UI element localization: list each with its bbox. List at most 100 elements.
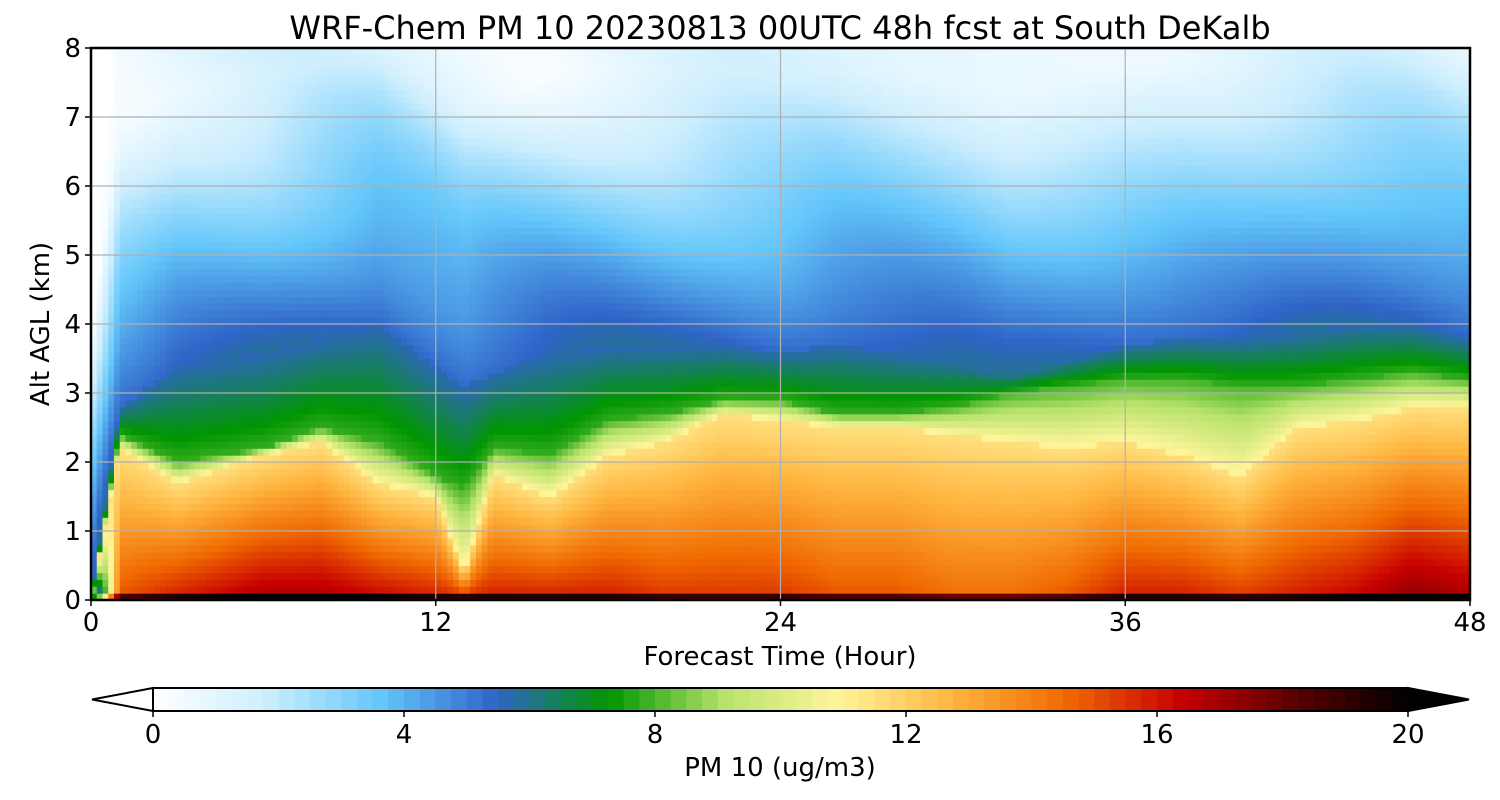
heatmap-cell [137, 152, 143, 160]
heatmap-cell [148, 428, 154, 436]
heatmap-cell [275, 55, 281, 63]
heatmap-cell [200, 283, 206, 291]
heatmap-cell [258, 103, 264, 111]
heatmap-cell [200, 138, 206, 146]
heatmap-cell [148, 131, 154, 139]
heatmap-cell [338, 186, 344, 194]
heatmap-cell [258, 55, 264, 63]
heatmap-cell [189, 434, 195, 442]
heatmap-cell [148, 221, 154, 229]
heatmap-cell [223, 517, 229, 525]
heatmap-cell [350, 462, 356, 470]
heatmap-cell [148, 490, 154, 498]
heatmap-cell [338, 234, 344, 242]
heatmap-cell [143, 241, 149, 249]
heatmap-cell [177, 400, 183, 408]
heatmap-cell [338, 345, 344, 353]
heatmap-cell [235, 303, 241, 311]
heatmap-cell [304, 372, 310, 380]
heatmap-cell [114, 186, 120, 194]
heatmap-cell [235, 331, 241, 339]
heatmap-cell [258, 158, 264, 166]
heatmap-cell [194, 352, 200, 360]
heatmap-cell [160, 207, 166, 215]
heatmap-cell [229, 241, 235, 249]
heatmap-cell [120, 131, 126, 139]
heatmap-cell [321, 186, 327, 194]
heatmap-cell [263, 407, 269, 415]
heatmap-cell [212, 490, 218, 498]
heatmap-cell [344, 510, 350, 518]
heatmap-cell [183, 262, 189, 270]
heatmap-cell [338, 476, 344, 484]
heatmap-cell [137, 421, 143, 429]
heatmap-cell [332, 579, 338, 587]
heatmap-cell [309, 517, 315, 525]
heatmap-cell [344, 262, 350, 270]
heatmap-cell [166, 538, 172, 546]
heatmap-cell [217, 193, 223, 201]
heatmap-cell [183, 193, 189, 201]
heatmap-cell [125, 96, 131, 104]
heatmap-cell [137, 414, 143, 422]
heatmap-cell [183, 186, 189, 194]
heatmap-cell [148, 193, 154, 201]
heatmap-cell [108, 545, 114, 553]
heatmap-cell [327, 483, 333, 491]
heatmap-cell [355, 379, 361, 387]
heatmap-cell [240, 200, 246, 208]
heatmap-cell [166, 124, 172, 131]
heatmap-cell [223, 434, 229, 442]
heatmap-cell [131, 310, 137, 318]
heatmap-cell [298, 393, 304, 401]
heatmap-cell [217, 448, 223, 456]
heatmap-cell [229, 131, 235, 139]
heatmap-cell [275, 579, 281, 587]
heatmap-cell [143, 469, 149, 477]
heatmap-cell [223, 331, 229, 339]
heatmap-cell [108, 421, 114, 429]
heatmap-cell [183, 138, 189, 146]
heatmap-cell [246, 579, 252, 587]
heatmap-cell [183, 207, 189, 215]
heatmap-cell [148, 310, 154, 318]
heatmap-cell [217, 296, 223, 304]
heatmap-cell [269, 441, 275, 449]
heatmap-cell [166, 83, 172, 91]
heatmap-cell [125, 290, 131, 298]
heatmap-cell [350, 234, 356, 242]
heatmap-cell [97, 269, 103, 277]
heatmap-cell [281, 283, 287, 291]
heatmap-cell [212, 572, 218, 580]
heatmap-cell [281, 448, 287, 456]
heatmap-cell [97, 483, 103, 491]
heatmap-cell [217, 434, 223, 442]
heatmap-cell [102, 490, 108, 498]
heatmap-cell [206, 269, 212, 277]
heatmap-cell [275, 538, 281, 546]
heatmap-cell [154, 393, 160, 401]
heatmap-cell [212, 83, 218, 91]
heatmap-cell [160, 490, 166, 498]
heatmap-cell [292, 303, 298, 311]
heatmap-cell [246, 296, 252, 304]
heatmap-cell [194, 296, 200, 304]
heatmap-cell [355, 359, 361, 367]
heatmap-cell [194, 227, 200, 235]
heatmap-cell [114, 372, 120, 380]
heatmap-cell [327, 200, 333, 208]
heatmap-cell [286, 497, 292, 505]
heatmap-cell [321, 55, 327, 63]
heatmap-cell [258, 359, 264, 367]
heatmap-cell [355, 372, 361, 380]
heatmap-cell [315, 586, 321, 594]
heatmap-cell [235, 131, 241, 139]
heatmap-cell [263, 552, 269, 560]
heatmap-cell [143, 234, 149, 242]
heatmap-cell [212, 276, 218, 284]
heatmap-cell [281, 290, 287, 298]
heatmap-cell [229, 441, 235, 449]
heatmap-cell [160, 441, 166, 449]
heatmap-cell [154, 234, 160, 242]
heatmap-cell [223, 152, 229, 160]
